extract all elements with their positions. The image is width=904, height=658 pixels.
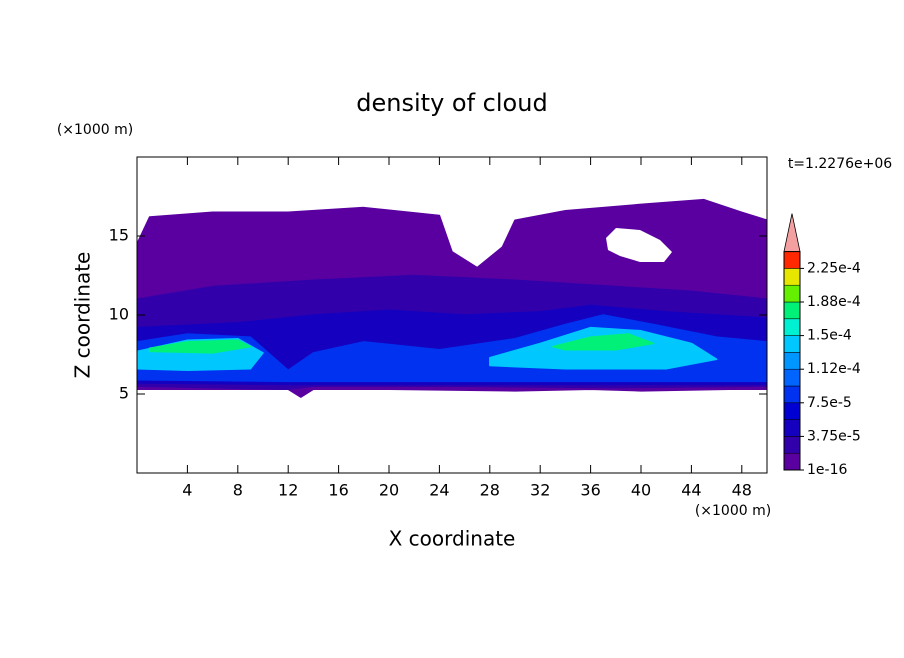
colorbar-tick-label: 2.25e-4 (807, 260, 861, 276)
colorbar-band (783, 419, 801, 437)
colorbar-tick-label: 7.5e-5 (807, 395, 852, 411)
x-tick-label: 20 (379, 481, 399, 500)
x-tick-label: 28 (480, 481, 500, 500)
x-tick-label: 36 (580, 481, 600, 500)
colorbar-band (783, 284, 801, 303)
colorbar-band (783, 335, 801, 353)
colorbar-tick-label: 1.12e-4 (807, 361, 861, 377)
colorbar-frame (783, 251, 801, 471)
y-tick-label: 15 (109, 226, 129, 245)
colorbar-tick-label: 3.75e-5 (807, 428, 861, 444)
x-tick-label: 32 (530, 481, 550, 500)
y-tick-label: 10 (109, 305, 129, 324)
colorbar-tick-label: 1.88e-4 (807, 294, 861, 310)
x-tick-label: 44 (681, 481, 701, 500)
y-unit: (×1000 m) (57, 122, 133, 138)
colorbar-band (783, 268, 801, 286)
x-tick-label: 8 (233, 481, 243, 500)
colorbar-band (783, 436, 801, 454)
contour-region (552, 333, 655, 351)
colorbar-band (783, 385, 801, 404)
chart-title: density of cloud (356, 89, 547, 117)
colorbar-tick-label: 1e-16 (807, 462, 847, 478)
x-tick-label: 40 (631, 481, 651, 500)
y-tick-label: 5 (119, 384, 129, 403)
x-axis-label: X coordinate (389, 527, 516, 551)
colorbar-band (783, 251, 801, 269)
x-tick-label: 24 (429, 481, 449, 500)
x-tick-label: 16 (328, 481, 348, 500)
x-unit: (×1000 m) (695, 503, 771, 519)
y-axis-label: Z coordinate (71, 252, 95, 379)
x-tick-label: 48 (732, 481, 752, 500)
x-tick-label: 12 (278, 481, 298, 500)
contour-field (137, 198, 767, 398)
colorbar-band (783, 368, 801, 387)
colorbar-band (783, 301, 801, 320)
colorbar-tick-label: 1.5e-4 (807, 328, 852, 344)
colorbar-band (783, 318, 801, 336)
colorbar-band (783, 352, 801, 370)
colorbar-band (783, 402, 801, 420)
contour-region (148, 339, 252, 354)
cloud-gap (606, 228, 672, 262)
colorbar-band (783, 452, 801, 471)
x-tick-label: 4 (182, 481, 192, 500)
colorbar-extension (783, 213, 801, 253)
time-label: t=1.2276e+06 (788, 156, 892, 172)
